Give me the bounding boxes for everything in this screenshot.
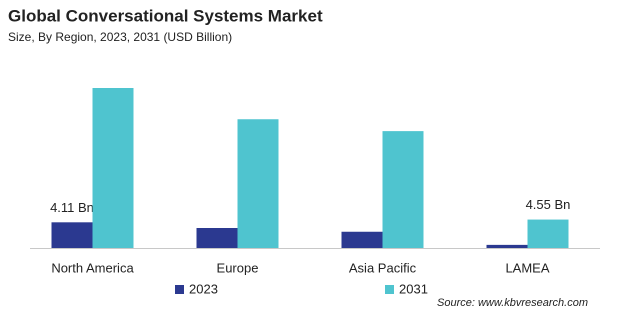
chart-title: Global Conversational Systems Market <box>8 6 323 25</box>
bar <box>527 219 569 248</box>
bar <box>51 222 93 248</box>
legend-swatch <box>385 285 394 294</box>
value-label: 4.11 Bn <box>50 200 94 215</box>
x-tick-label: LAMEA <box>505 260 549 275</box>
bar <box>92 88 134 248</box>
bar <box>196 228 238 248</box>
value-label: 4.55 Bn <box>526 197 571 212</box>
x-tick-label: North America <box>51 260 134 275</box>
legend-label: 2031 <box>399 281 428 296</box>
legend-label: 2023 <box>189 281 218 296</box>
chart-subtitle: Size, By Region, 2023, 2031 (USD Billion… <box>8 30 232 44</box>
x-tick-label: Asia Pacific <box>349 260 417 275</box>
bar <box>341 231 383 248</box>
bar <box>382 131 424 248</box>
bar <box>237 119 279 248</box>
bar <box>486 244 528 248</box>
legend-swatch <box>175 285 184 294</box>
x-tick-label: Europe <box>217 260 259 275</box>
source: Source: www.kbvresearch.com <box>437 297 588 309</box>
